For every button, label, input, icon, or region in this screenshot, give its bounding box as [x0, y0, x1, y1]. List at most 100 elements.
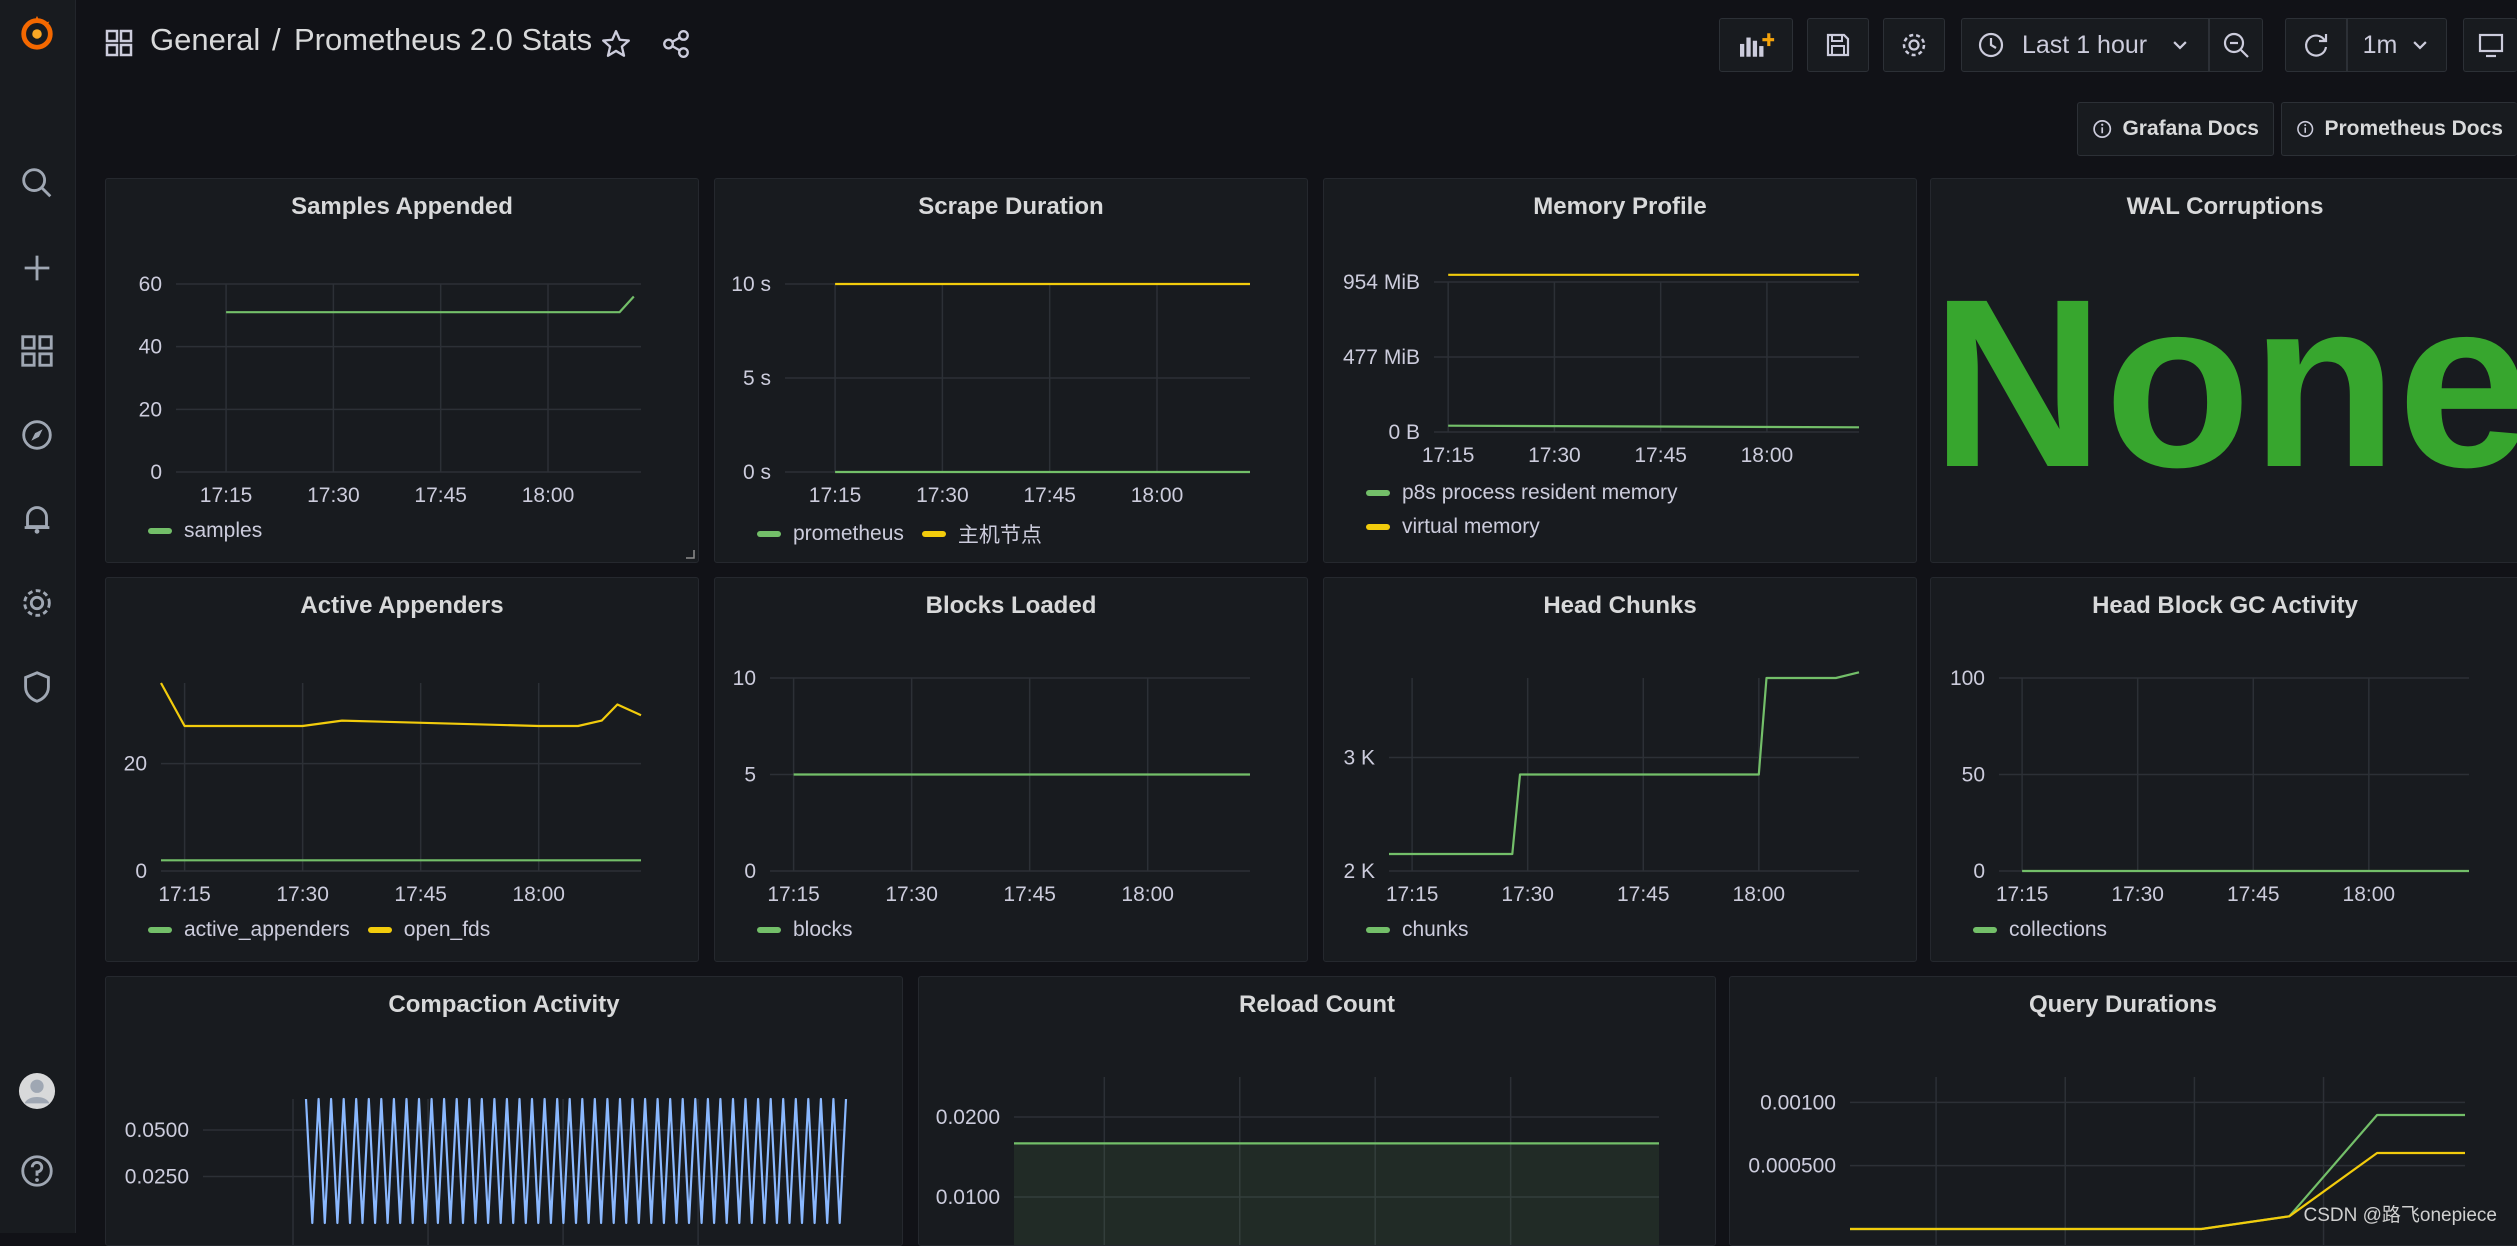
- x-tick-label: 18:00: [512, 883, 565, 906]
- panel-compaction-activity[interactable]: Compaction Activity 0.0250 0.0500: [105, 976, 903, 1246]
- y-tick-label: 477 MiB: [1343, 346, 1420, 369]
- legend: active_appenders open_fds: [148, 918, 490, 942]
- panel-blocks-loaded[interactable]: Blocks Loaded 0 5 10 17:15 17:30 17:45 18:00 b…: [714, 577, 1308, 962]
- dashboard-title[interactable]: Prometheus 2.0 Stats: [294, 22, 593, 57]
- refresh-interval-picker[interactable]: 1m: [2347, 18, 2447, 72]
- prometheus-docs-link[interactable]: Prometheus Docs: [2281, 102, 2517, 156]
- legend-label: virtual memory: [1402, 515, 1540, 538]
- search-icon[interactable]: [14, 160, 60, 206]
- gear-icon[interactable]: [14, 580, 60, 626]
- legend-swatch: [757, 927, 781, 933]
- legend-item[interactable]: chunks: [1366, 918, 1469, 942]
- series-area: [1014, 1143, 1659, 1245]
- panel-title: Query Durations: [2028, 991, 2218, 1018]
- series-line-open_fds[interactable]: [160, 682, 642, 728]
- y-tick-label: 5: [744, 764, 756, 787]
- legend-item[interactable]: 主机节点: [921, 519, 1042, 549]
- y-tick-label: 0.000500: [1748, 1155, 1836, 1178]
- panel-query-durations[interactable]: Query Durations 0.000500 0.00100: [1729, 976, 2517, 1246]
- x-tick-label: 17:45: [1003, 883, 1056, 906]
- series-line-samples[interactable]: [226, 295, 635, 314]
- x-tick-label: 17:30: [1528, 444, 1581, 467]
- legend: collections: [1973, 918, 2107, 942]
- blocks-loaded-chart: 0 5 10 17:15 17:30 17:45 18:00: [733, 667, 1250, 906]
- panel-title: Memory Profile: [1533, 193, 1707, 220]
- x-tick-label: 18:00: [522, 484, 575, 507]
- add-panel-button[interactable]: [1719, 18, 1793, 72]
- clock-icon: [1978, 32, 2004, 58]
- add-panel-icon: [1740, 33, 1775, 57]
- legend-label: samples: [184, 519, 263, 542]
- legend-item[interactable]: virtual memory: [1366, 515, 1540, 539]
- legend-item[interactable]: samples: [148, 519, 262, 543]
- panel-active-appenders[interactable]: Active Appenders 0 20 17:15 17:30 17:45 18:00…: [105, 577, 699, 962]
- y-tick-label: 0: [135, 860, 147, 883]
- panel-samples-appended[interactable]: Samples Appended 0 20 40 60 17:15 17:30 17:45 1…: [105, 178, 699, 563]
- legend-item[interactable]: p8s process resident memory: [1366, 481, 1677, 505]
- legend-item[interactable]: blocks: [757, 918, 853, 942]
- resize-handle-icon[interactable]: [684, 548, 696, 560]
- panel-wal-corruptions[interactable]: WAL Corruptions None: [1930, 178, 2517, 563]
- zoom-out-button[interactable]: [2209, 18, 2263, 72]
- gear-icon: [1902, 33, 1926, 57]
- y-tick-label: 100: [1950, 667, 1985, 690]
- tv-mode-button[interactable]: [2463, 18, 2517, 72]
- memory-profile-chart: 0 B 477 MiB 954 MiB 17:15 17:30 17:45 18:00: [1343, 271, 1860, 467]
- top-navbar: General / Prometheus 2.0 Stats Last 1 ho…: [76, 0, 2517, 90]
- panel-reload-count[interactable]: Reload Count 0.0100 0.0200: [918, 976, 1716, 1246]
- y-tick-label: 10: [733, 667, 756, 690]
- panel-title: WAL Corruptions: [2126, 193, 2324, 220]
- grafana-logo-icon[interactable]: [14, 10, 60, 56]
- series-line-query_b[interactable]: [1850, 1151, 2465, 1231]
- legend: p8s process resident memory virtual memo…: [1366, 481, 1677, 539]
- dashboard-settings-button[interactable]: [1883, 18, 1945, 72]
- panel-title: Head Chunks: [1543, 592, 1697, 619]
- legend-label: 主机节点: [957, 524, 1042, 547]
- legend-swatch: [921, 531, 946, 537]
- info-icon: [2093, 120, 2112, 138]
- user-avatar-icon[interactable]: [14, 1068, 60, 1114]
- series-line-chunks[interactable]: [1389, 671, 1860, 856]
- y-tick-label: 20: [124, 753, 147, 776]
- panel-scrape-duration[interactable]: Scrape Duration 0 s 5 s 10 s 17:15 17:30 17:4…: [714, 178, 1308, 563]
- series-line-p8s process resident memory[interactable]: [1448, 424, 1860, 429]
- breadcrumb-separator: /: [272, 22, 281, 57]
- y-tick-label: 0: [1973, 860, 1985, 883]
- legend-item[interactable]: prometheus: [757, 522, 904, 546]
- star-icon[interactable]: [600, 28, 632, 60]
- help-icon[interactable]: [14, 1148, 60, 1194]
- x-tick-label: 17:45: [1617, 883, 1670, 906]
- plus-icon[interactable]: [14, 245, 60, 291]
- panel-head-chunks[interactable]: Head Chunks 2 K 3 K 17:15 17:30 17:45 18:00 c…: [1323, 577, 1917, 962]
- info-icon: [2297, 120, 2314, 138]
- panel-title: Head Block GC Activity: [2092, 592, 2358, 619]
- prometheus-docs-label: Prometheus Docs: [2324, 117, 2503, 140]
- y-tick-label: 2 K: [1343, 860, 1375, 883]
- x-tick-label: 17:15: [158, 883, 211, 906]
- panel-memory-profile[interactable]: Memory Profile 0 B 477 MiB 954 MiB 17:15 17:…: [1323, 178, 1917, 563]
- watermark: CSDN @路飞onepiece: [2303, 1205, 2497, 1226]
- reload-count-chart: 0.0100 0.0200: [936, 1077, 1659, 1245]
- grafana-docs-link[interactable]: Grafana Docs: [2077, 102, 2274, 156]
- dashboards-icon[interactable]: [14, 328, 60, 374]
- samples-appended-chart: 0 20 40 60 17:15 17:30 17:45 18:00: [139, 273, 641, 507]
- x-tick-label: 17:15: [767, 883, 820, 906]
- scrape-duration-chart: 0 s 5 s 10 s 17:15 17:30 17:45 18:00: [731, 273, 1250, 507]
- refresh-button[interactable]: [2285, 18, 2347, 72]
- share-icon[interactable]: [660, 28, 692, 60]
- explore-icon[interactable]: [14, 412, 60, 458]
- legend-item[interactable]: collections: [1973, 918, 2107, 942]
- compaction-activity-chart: 0.0250 0.0500: [125, 1097, 848, 1245]
- series-line-compaction[interactable]: [304, 1097, 848, 1225]
- save-dashboard-button[interactable]: [1807, 18, 1869, 72]
- legend-label: prometheus: [793, 522, 904, 545]
- legend-item[interactable]: open_fds: [367, 918, 490, 942]
- legend-item[interactable]: active_appenders: [148, 918, 350, 942]
- alert-bell-icon[interactable]: [14, 496, 60, 542]
- panel-head-block-gc[interactable]: Head Block GC Activity 0 50 100 17:15 17:30 1…: [1930, 577, 2517, 962]
- y-tick-label: 60: [139, 273, 162, 296]
- y-tick-label: 0 B: [1388, 421, 1420, 444]
- shield-icon[interactable]: [14, 664, 60, 710]
- breadcrumb-folder[interactable]: General: [150, 22, 261, 57]
- time-range-picker[interactable]: Last 1 hour: [1961, 18, 2209, 72]
